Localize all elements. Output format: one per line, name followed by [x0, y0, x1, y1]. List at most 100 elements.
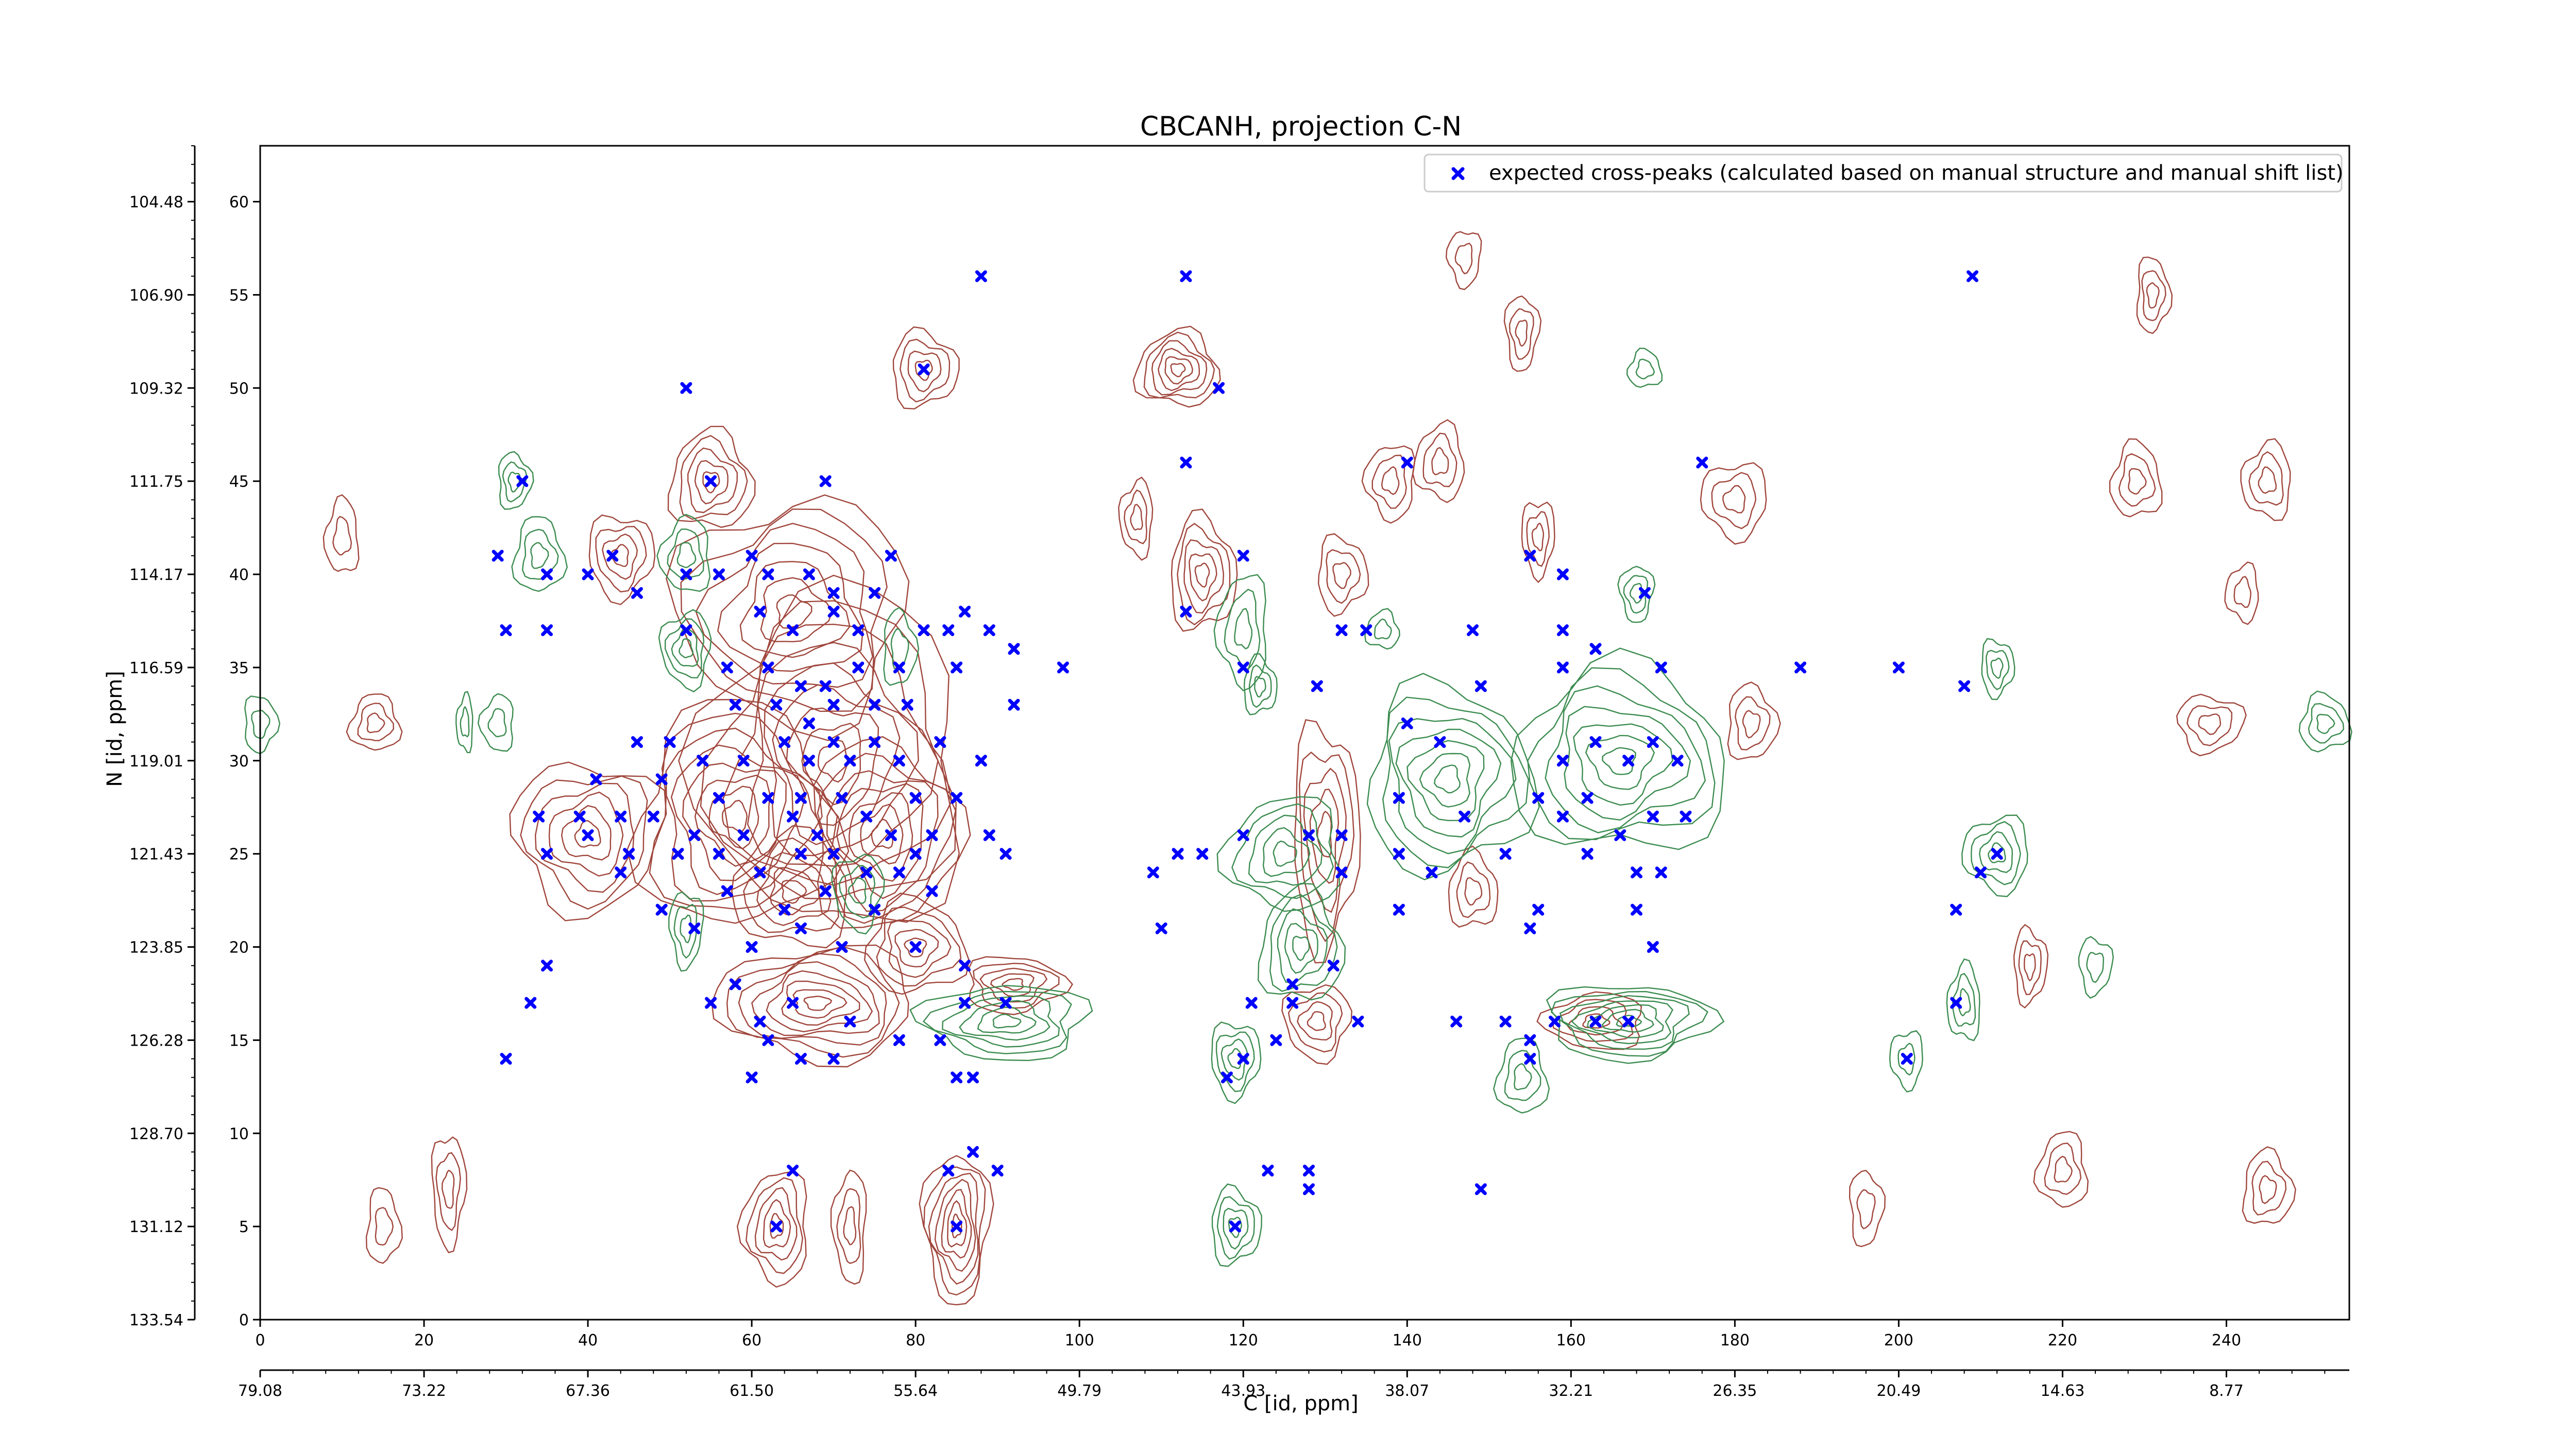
- negative-contour-line: [251, 709, 270, 739]
- x-tick-label: 60: [742, 1331, 761, 1350]
- expected-peak-marker: [1393, 848, 1405, 860]
- positive-contour-line: [1297, 1001, 1333, 1041]
- expected-peak-marker: [1958, 680, 1971, 692]
- positive-contour-line: [357, 703, 395, 742]
- positive-contour-line: [687, 447, 738, 514]
- expected-peak-marker: [778, 736, 791, 748]
- expected-peak-marker: [860, 866, 873, 879]
- expected-peak-marker: [615, 810, 627, 823]
- negative-contour-line: [1493, 1037, 1550, 1114]
- positive-contour-line: [941, 1189, 972, 1259]
- expected-peak-marker: [541, 568, 553, 581]
- positive-contour-line: [667, 425, 756, 528]
- positive-contour-line: [903, 937, 927, 958]
- positive-contour-line: [1132, 326, 1221, 408]
- positive-contour-line: [934, 1179, 976, 1272]
- ppm-y-tick-label: 123.85: [129, 939, 183, 957]
- expected-peak-marker: [1213, 382, 1225, 394]
- positive-contour-line: [1445, 231, 1482, 291]
- expected-peak-marker: [893, 755, 905, 767]
- y-axis-label: N [id, ppm]: [103, 671, 127, 787]
- positive-contour-line: [682, 762, 787, 881]
- expected-peak-marker: [745, 941, 758, 953]
- expected-peak-marker: [1499, 848, 1512, 860]
- negative-contour-line: [1513, 1063, 1532, 1090]
- expected-peak-marker: [869, 736, 881, 748]
- negative-contour-line: [1277, 908, 1328, 984]
- positive-contour-line: [738, 952, 887, 1046]
- positive-contour-line: [801, 723, 861, 806]
- expected-peak-marker: [1352, 1015, 1364, 1028]
- positive-contour-line: [1515, 319, 1528, 347]
- x-tick-label: 160: [1556, 1331, 1586, 1350]
- expected-peak-marker: [1237, 1053, 1249, 1065]
- y-tick-label: 10: [229, 1125, 249, 1143]
- expected-peak-marker: [1647, 736, 1659, 748]
- y-tick-label: 25: [229, 846, 249, 864]
- positive-contour-line: [743, 837, 839, 933]
- negative-contour-line: [1292, 935, 1310, 962]
- expected-peak-marker: [1581, 848, 1594, 860]
- negative-contour-line: [1635, 359, 1655, 380]
- positive-contour-line: [1177, 523, 1231, 626]
- negative-contour-line: [1395, 728, 1502, 838]
- positive-contour-line: [1326, 549, 1361, 604]
- positive-contour-line: [860, 804, 904, 865]
- positive-contour-line: [2242, 1146, 2296, 1224]
- expected-peak-marker: [664, 736, 676, 748]
- negative-contour-line: [977, 1006, 1037, 1034]
- positive-contour-line: [1303, 767, 1347, 913]
- positive-contour-line: [2044, 1142, 2082, 1195]
- expected-peak-marker: [1589, 643, 1602, 655]
- positive-contour-line: [721, 799, 748, 832]
- x-tick-label: 140: [1393, 1331, 1422, 1350]
- expected-peak-marker: [934, 736, 946, 748]
- expected-peak-marker: [934, 1034, 946, 1046]
- ppm-y-tick-label: 111.75: [129, 473, 183, 491]
- negative-contour-line: [2316, 713, 2335, 735]
- plot-frame: [259, 145, 2350, 1321]
- expected-peak-marker: [1393, 903, 1405, 916]
- positive-contour-line: [1503, 295, 1542, 372]
- expected-peak-marker: [999, 848, 1012, 860]
- negative-contour-line: [1366, 673, 1540, 881]
- positive-contour-line: [863, 892, 970, 995]
- ppm-y-tick-label: 109.32: [129, 380, 183, 398]
- expected-peak-marker: [918, 363, 930, 375]
- ppm-y-tick-label: 133.54: [129, 1311, 183, 1329]
- y-tick-label: 0: [239, 1311, 249, 1329]
- negative-contour-line: [883, 607, 920, 686]
- negative-contour-line: [667, 528, 704, 579]
- negative-contour-line: [831, 853, 885, 935]
- positive-contour-line: [928, 1172, 979, 1285]
- positive-contour-line: [2018, 940, 2042, 995]
- expected-peak-marker: [754, 1015, 766, 1028]
- positive-contour-line: [726, 946, 900, 1058]
- negative-contour-line: [2298, 690, 2352, 753]
- negative-contour-line: [664, 618, 705, 679]
- expected-peak-marker: [606, 550, 619, 562]
- negative-contour-line: [1234, 608, 1252, 650]
- negative-contour-line: [1988, 842, 2006, 863]
- expected-peak-marker: [967, 1071, 979, 1084]
- expected-peak-marker: [1631, 866, 1643, 879]
- expected-peak-marker: [1180, 270, 1192, 282]
- expected-peak-marker: [500, 1053, 512, 1065]
- positive-contour-line: [1742, 710, 1761, 739]
- expected-peak-marker: [762, 661, 774, 674]
- negative-contour-line: [521, 528, 559, 580]
- expected-peak-marker: [1180, 605, 1192, 618]
- ppm-x-tick-label: 55.64: [893, 1382, 938, 1400]
- expected-peak-marker: [959, 997, 971, 1009]
- expected-peak-marker: [1524, 1034, 1536, 1046]
- negative-contour-line: [1211, 1183, 1262, 1267]
- expected-peak-marker: [967, 1146, 979, 1158]
- positive-contour-line: [2233, 576, 2252, 608]
- ppm-x-tick-label: 61.50: [730, 1382, 774, 1400]
- negative-contour-line: [1224, 588, 1261, 670]
- positive-contour-line: [947, 1200, 968, 1248]
- legend: expected cross-peaks (calculated based o…: [1423, 153, 2344, 193]
- ppm-y-tick-label: 104.48: [129, 194, 183, 212]
- expected-peak-marker: [991, 1165, 1004, 1177]
- legend-label: expected cross-peaks (calculated based o…: [1489, 161, 2344, 185]
